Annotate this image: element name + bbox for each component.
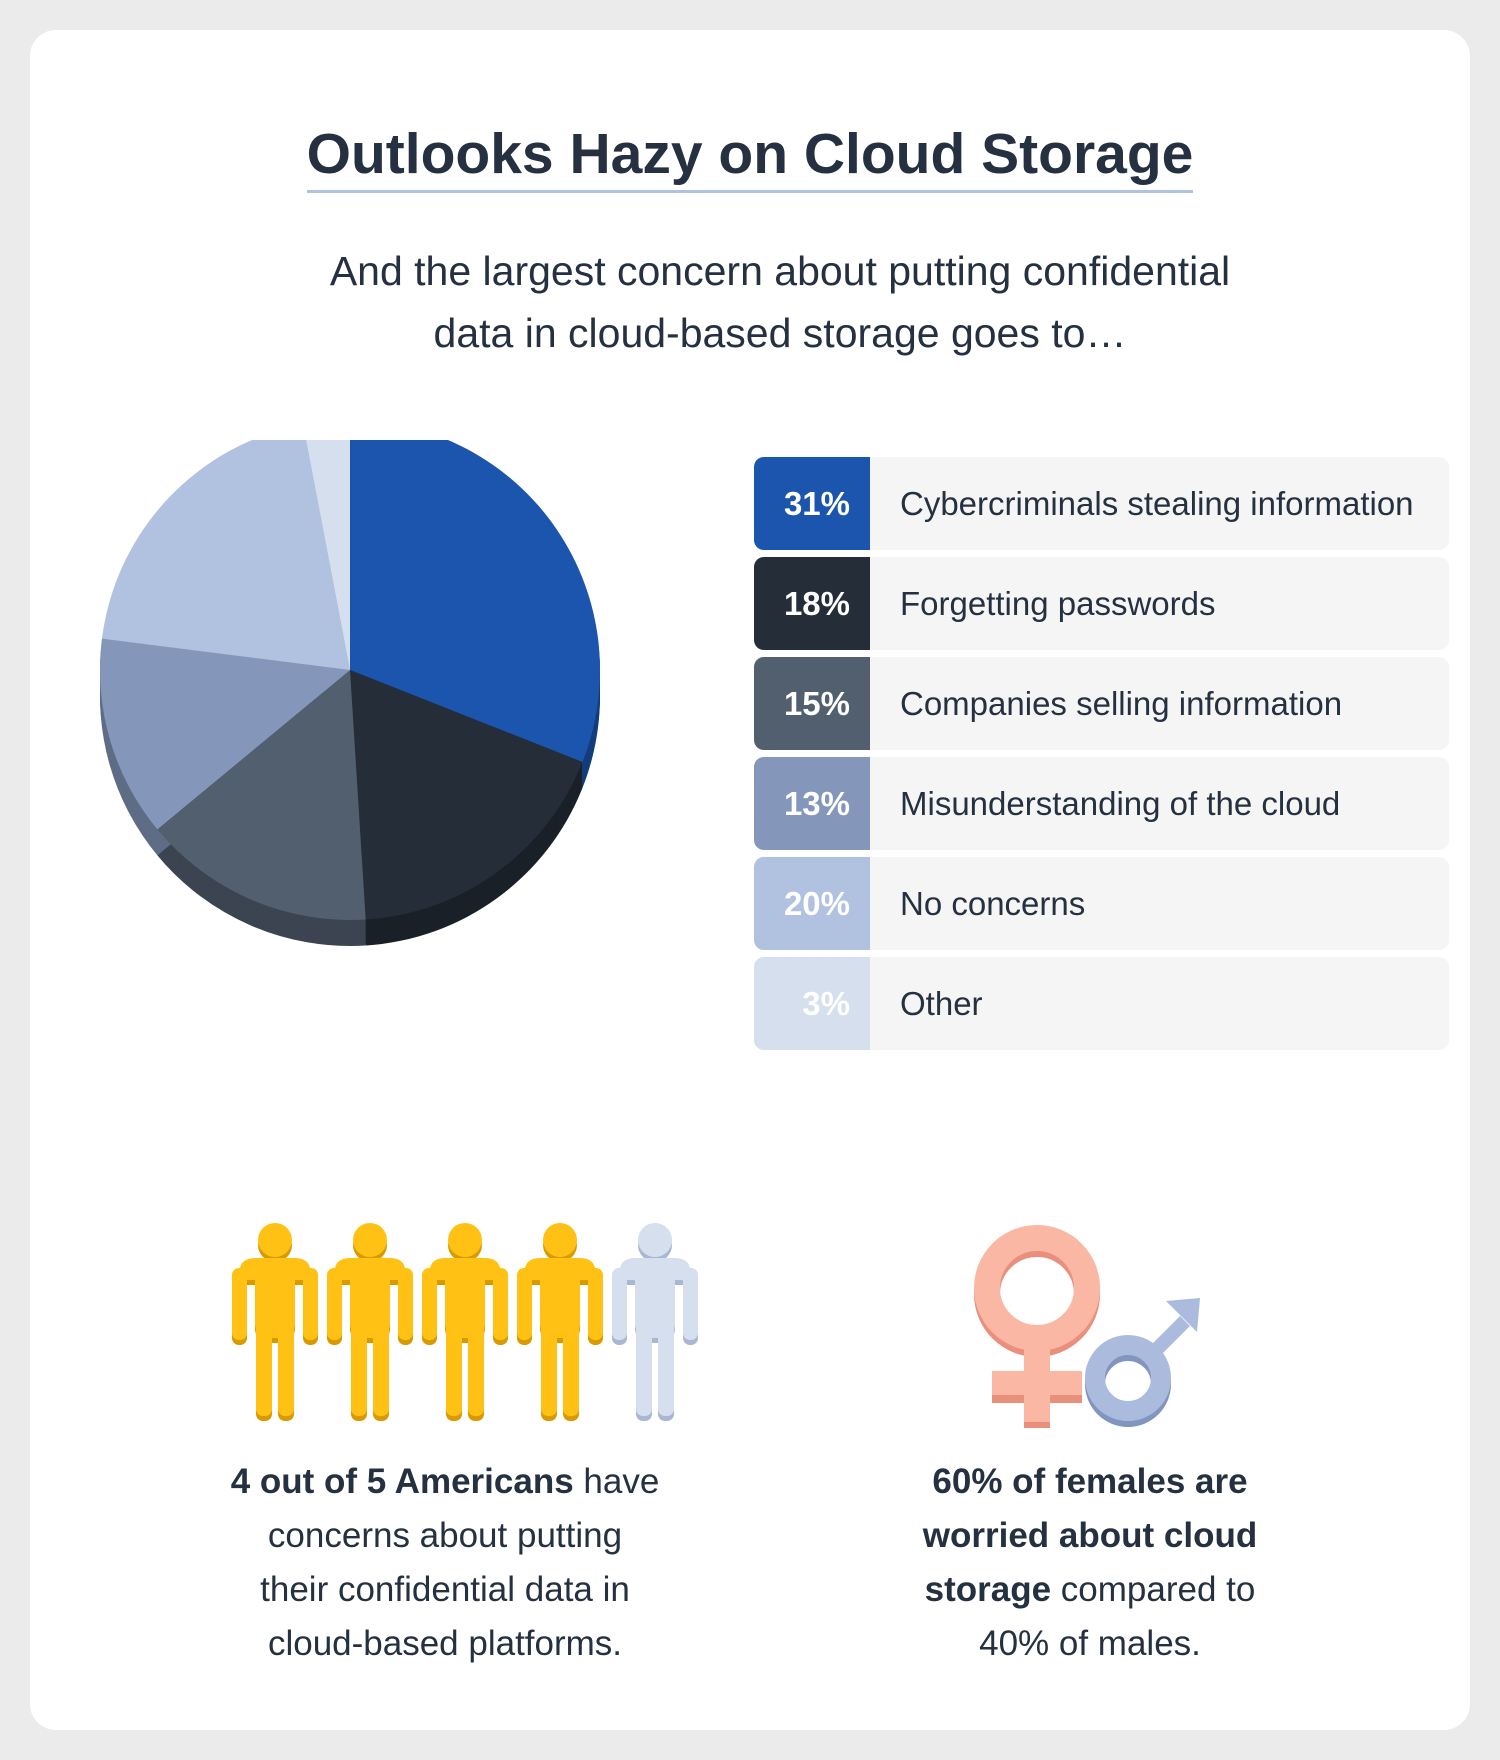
subtitle-line-2: data in cloud-based storage goes to… [433, 310, 1127, 356]
people-stat-rest: have [573, 1462, 660, 1501]
legend-label: Companies selling information [900, 684, 1343, 722]
pie-slice-forgetting-passwords [350, 670, 583, 920]
legend-label: Forgetting passwords [900, 584, 1216, 622]
gender-stat-line-1: 60% of females are [830, 1455, 1350, 1509]
gender-stat-bold-1: 60% of females are [932, 1462, 1248, 1501]
subtitle-line-1: And the largest concern about putting co… [329, 248, 1231, 294]
people-stat: 4 out of 5 Americans have concerns about… [185, 1455, 705, 1671]
pie-slice-cybercriminals-stealing-information [350, 440, 600, 763]
gender-icons [974, 1225, 1200, 1428]
legend-percent: 20% [754, 857, 870, 950]
subtitle: And the largest concern about putting co… [230, 240, 1330, 364]
legend-row: 13% Misunderstanding of the cloud [754, 757, 1449, 850]
people-stat-line-4: cloud-based platforms. [267, 1624, 623, 1663]
pie-chart [99, 440, 600, 947]
gender-stat-line-4: 40% of males. [979, 1624, 1201, 1663]
gender-stat-bold-2: worried about cloud [922, 1516, 1258, 1555]
pie-slice-companies-selling-information [157, 670, 366, 921]
people-stat-line-3: their confidential data in [260, 1570, 630, 1609]
legend-row: 3% Other [754, 957, 1449, 1050]
legend-label: No concerns [900, 884, 1086, 922]
people-stat-line-1: 4 out of 5 Americans have [185, 1455, 705, 1509]
person-icon [517, 1223, 603, 1421]
legend-label: Misunderstanding of the cloud [900, 784, 1341, 822]
person-icon [422, 1223, 508, 1421]
legend-percent: 3% [754, 957, 870, 1050]
people-pictogram [232, 1223, 698, 1421]
title-text: Outlooks Hazy on Cloud Storage [306, 122, 1194, 193]
legend-row: 15% Companies selling information [754, 657, 1449, 750]
person-icon [327, 1223, 413, 1421]
gender-stat-line-3: storage compared to [830, 1563, 1350, 1617]
gender-stat-bold-3: storage [924, 1570, 1052, 1609]
gender-stat-rest: compared to [1051, 1570, 1256, 1609]
pie-slice-no-concerns [101, 440, 350, 670]
legend-row: 18% Forgetting passwords [754, 557, 1449, 650]
legend-percent: 15% [754, 657, 870, 750]
gender-stat: 60% of females are worried about cloud s… [830, 1455, 1350, 1671]
male-icon [1085, 1298, 1200, 1427]
legend-percent: 18% [754, 557, 870, 650]
people-stat-line-2: concerns about putting [267, 1516, 623, 1555]
legend-percent: 13% [754, 757, 870, 850]
gender-stat-line-2: worried about cloud [830, 1509, 1350, 1563]
people-stat-bold: 4 out of 5 Americans [230, 1462, 574, 1501]
legend-percent: 31% [754, 457, 870, 550]
legend-row: 31% Cybercriminals stealing information [754, 457, 1449, 550]
female-icon [974, 1225, 1100, 1428]
person-icon [232, 1223, 318, 1421]
title: Outlooks Hazy on Cloud Storage [30, 122, 1470, 193]
legend-label: Cybercriminals stealing information [900, 484, 1414, 522]
person-icon [612, 1223, 698, 1421]
infographic-card: Outlooks Hazy on Cloud Storage And the l… [30, 30, 1470, 1730]
legend-label: Other [900, 984, 983, 1022]
pie-slice-misunderstanding-of-the-cloud [99, 638, 350, 830]
legend: 31% Cybercriminals stealing information 18… [754, 457, 1449, 1057]
legend-row: 20% No concerns [754, 857, 1449, 950]
